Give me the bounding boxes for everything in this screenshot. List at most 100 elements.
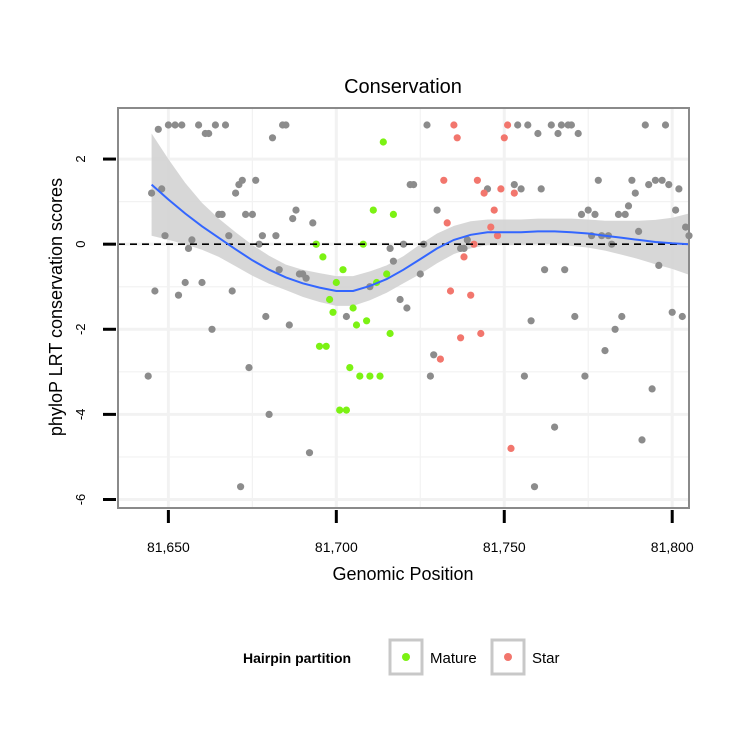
other-point	[678, 312, 686, 321]
mature-point	[369, 206, 377, 214]
other-point	[665, 181, 673, 189]
other-point	[410, 181, 418, 189]
legend-key-mature	[402, 653, 410, 661]
other-point	[389, 257, 397, 265]
other-point	[242, 210, 250, 218]
other-point	[648, 385, 656, 393]
other-point	[655, 261, 663, 269]
other-point	[561, 266, 569, 274]
other-point	[641, 121, 649, 129]
other-point	[228, 287, 236, 295]
mature-point	[376, 372, 384, 380]
other-point	[386, 244, 394, 252]
star-point	[493, 232, 502, 240]
other-point	[302, 274, 310, 282]
plot-panel-border	[117, 107, 690, 509]
other-point	[178, 121, 186, 129]
mature-point	[379, 138, 387, 146]
legend-items: Mature Star	[388, 638, 560, 676]
other-point	[399, 240, 408, 248]
other-point	[628, 176, 636, 184]
mature-point	[386, 329, 394, 338]
mature-point	[342, 406, 350, 414]
y-tick-label: 2	[73, 155, 88, 162]
other-point	[258, 232, 266, 240]
other-point	[645, 181, 653, 189]
other-point	[208, 325, 216, 333]
other-point	[624, 202, 633, 210]
other-point	[305, 449, 314, 457]
other-point	[631, 189, 639, 197]
star-point	[440, 176, 448, 184]
other-point	[426, 372, 434, 380]
star-point	[436, 355, 444, 363]
star-point	[497, 185, 505, 193]
y-axis-label: phyloP LRT conservation scores	[46, 178, 66, 436]
other-point	[541, 266, 549, 274]
other-point	[571, 312, 579, 321]
other-point	[225, 232, 233, 240]
other-point	[198, 278, 206, 287]
star-point	[500, 134, 508, 142]
other-point	[611, 325, 619, 333]
other-point	[205, 129, 213, 138]
other-point	[221, 121, 230, 129]
mature-point	[339, 266, 347, 274]
x-tick-label: 81,700	[315, 539, 358, 555]
mature-point	[322, 342, 330, 350]
other-point	[577, 210, 586, 218]
other-point	[661, 121, 670, 129]
smooth-trend-line	[150, 183, 690, 292]
legend-label-star: Star	[532, 650, 560, 667]
smooth-line-layer	[118, 183, 690, 292]
other-point	[621, 210, 629, 218]
star-point	[446, 287, 455, 295]
other-point	[557, 121, 566, 129]
star-point	[507, 444, 515, 452]
other-point	[154, 125, 162, 133]
legend-label-mature: Mature	[430, 650, 477, 667]
other-point	[252, 176, 260, 184]
other-point	[184, 244, 193, 252]
star-point	[457, 334, 465, 342]
other-point	[423, 121, 431, 129]
other-point	[682, 223, 690, 231]
other-point	[527, 317, 535, 325]
other-point	[638, 436, 646, 444]
star-point	[473, 176, 481, 184]
other-point	[554, 129, 562, 138]
other-point	[635, 227, 643, 235]
other-point	[272, 232, 280, 240]
other-point	[144, 372, 152, 380]
other-point	[151, 287, 159, 295]
mature-point	[349, 304, 357, 312]
other-point	[651, 176, 660, 184]
y-tick-label: -6	[73, 494, 88, 506]
legend: Hairpin partition Mature Star	[243, 638, 560, 676]
y-tick-label: -2	[73, 323, 88, 335]
other-point	[618, 312, 626, 321]
x-tick-label: 81,750	[483, 539, 526, 555]
other-point	[188, 236, 196, 244]
other-point	[245, 364, 253, 372]
other-point	[342, 312, 350, 321]
other-point	[218, 210, 226, 218]
other-point	[164, 121, 172, 129]
other-point	[591, 210, 599, 218]
data-points-layer	[144, 121, 693, 491]
other-point	[265, 410, 273, 418]
other-point	[574, 129, 582, 138]
legend-title: Hairpin partition	[243, 650, 351, 666]
other-point	[292, 206, 300, 214]
other-point	[537, 185, 545, 193]
other-point	[547, 121, 555, 129]
y-tick-label: -4	[73, 409, 88, 421]
other-point	[584, 206, 592, 214]
other-point	[530, 483, 539, 491]
star-point	[477, 329, 485, 338]
other-point	[195, 121, 203, 129]
other-point	[672, 206, 680, 214]
y-axis: -6 -4 -2 0 2	[73, 155, 116, 505]
other-point	[171, 121, 179, 129]
other-point	[601, 347, 609, 355]
